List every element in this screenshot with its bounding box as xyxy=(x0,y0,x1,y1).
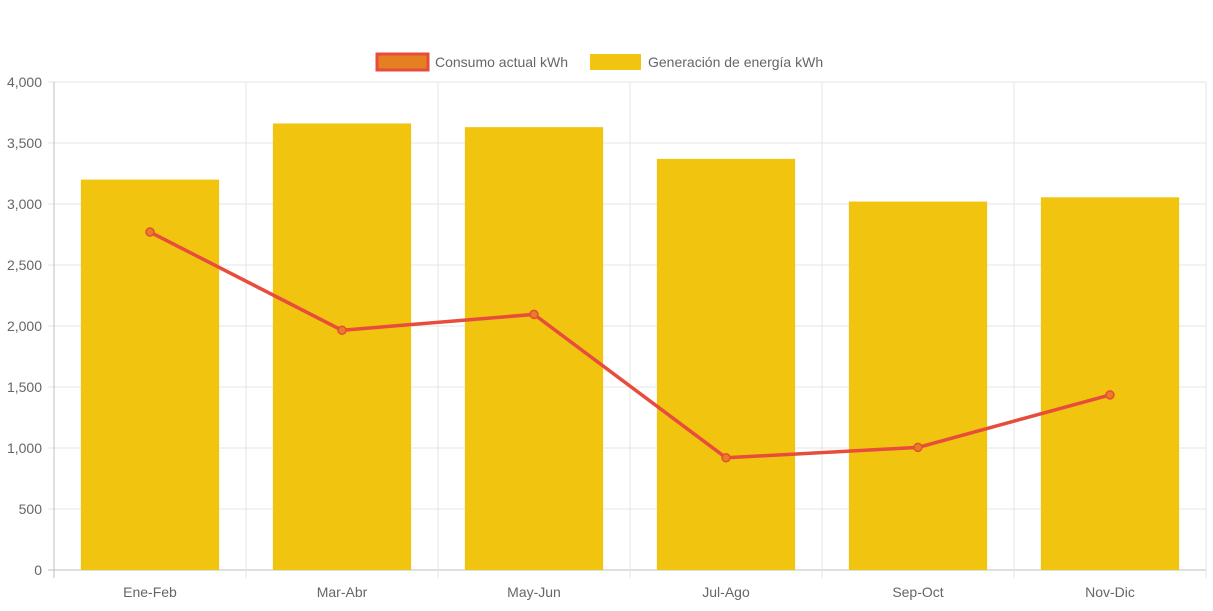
x-tick-label: Sep-Oct xyxy=(892,584,943,600)
x-tick-label: Jul-Ago xyxy=(702,584,750,600)
consumo-point-ene-feb[interactable] xyxy=(145,227,155,237)
consumo-point-nov-dic[interactable] xyxy=(1105,390,1115,400)
legend-label-generacion[interactable]: Generación de energía kWh xyxy=(648,54,823,70)
y-tick-label: 3,500 xyxy=(7,135,42,151)
bar-jul-ago[interactable] xyxy=(656,158,796,571)
y-tick-label: 1,000 xyxy=(7,440,42,456)
y-tick-label: 3,000 xyxy=(7,196,42,212)
legend-label-consumo[interactable]: Consumo actual kWh xyxy=(435,54,568,70)
legend-swatch-generacion[interactable] xyxy=(590,54,641,70)
bar-mar-abr[interactable] xyxy=(272,123,412,570)
x-tick-label: Nov-Dic xyxy=(1085,584,1135,600)
x-tick-label: May-Jun xyxy=(507,584,561,600)
x-tick-label: Mar-Abr xyxy=(317,584,368,600)
y-tick-label: 500 xyxy=(19,501,43,517)
y-tick-label: 4,000 xyxy=(7,74,42,90)
consumo-point-mar-abr[interactable] xyxy=(337,325,347,336)
x-tick-label: Ene-Feb xyxy=(123,584,177,600)
y-tick-label: 2,500 xyxy=(7,257,42,273)
y-tick-label: 1,500 xyxy=(7,379,42,395)
legend-swatch-consumo[interactable] xyxy=(375,52,430,72)
y-tick-label: 2,000 xyxy=(7,318,42,334)
consumo-point-sep-oct[interactable] xyxy=(913,442,923,453)
consumo-point-jul-ago[interactable] xyxy=(721,453,731,463)
consumo-line xyxy=(149,230,1111,460)
y-tick-label: 0 xyxy=(34,562,42,578)
consumo-point-may-jun[interactable] xyxy=(529,309,539,320)
bar-sep-oct[interactable] xyxy=(848,201,988,570)
bar-ene-feb[interactable] xyxy=(80,179,220,570)
bar-nov-dic[interactable] xyxy=(1040,197,1180,571)
